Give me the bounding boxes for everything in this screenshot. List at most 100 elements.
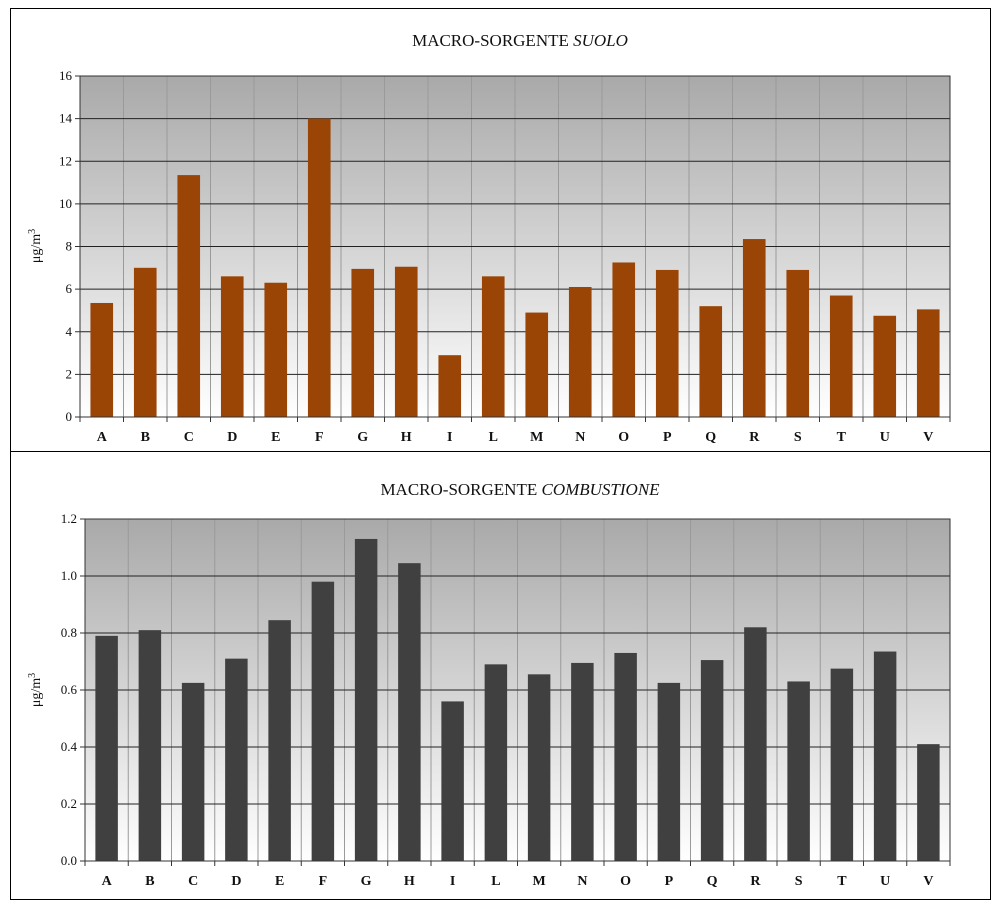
bar-O bbox=[614, 652, 637, 861]
x-tick-label: N bbox=[577, 874, 587, 889]
y-tick-label: 0.8 bbox=[61, 625, 77, 640]
bar-H bbox=[394, 266, 418, 417]
bar-V bbox=[917, 744, 940, 861]
x-tick-label: A bbox=[97, 430, 108, 445]
x-tick-label: T bbox=[837, 874, 847, 889]
x-tick-label: I bbox=[447, 430, 452, 445]
bar-V bbox=[916, 309, 940, 417]
chart-title-text: MACRO-SORGENTE bbox=[380, 480, 541, 499]
y-axis-title: μg/m3 bbox=[27, 229, 44, 263]
bar-B bbox=[133, 267, 157, 417]
x-tick-label: E bbox=[275, 874, 284, 889]
chart-panel-suolo: MACRO-SORGENTE SUOLO μg/m3 0 2 4 6 8 10 12 14 16… bbox=[10, 8, 991, 452]
bar-H bbox=[398, 563, 421, 861]
x-tick-label: G bbox=[361, 874, 372, 889]
x-tick-label: T bbox=[837, 430, 847, 445]
y-tick-label: 2 bbox=[66, 366, 73, 381]
y-tick-label: 6 bbox=[66, 281, 73, 296]
x-tick-label: E bbox=[271, 430, 280, 445]
x-tick-label: N bbox=[575, 430, 585, 445]
y-tick-label: 10 bbox=[59, 196, 72, 211]
y-axis-title-sup: 3 bbox=[27, 673, 38, 678]
x-tick-label: S bbox=[794, 430, 802, 445]
bar-N bbox=[568, 286, 592, 417]
x-tick-label: O bbox=[620, 874, 631, 889]
x-tick-label: B bbox=[145, 874, 154, 889]
y-tick-label: 0.2 bbox=[61, 796, 77, 811]
y-tick-label: 16 bbox=[59, 68, 73, 83]
bar-A bbox=[90, 302, 114, 417]
bar-M bbox=[525, 312, 549, 417]
x-tick-label: O bbox=[618, 430, 629, 445]
y-axis-title-text: μg/m bbox=[29, 234, 44, 263]
x-tick-label: C bbox=[188, 874, 198, 889]
x-tick-label: H bbox=[401, 430, 412, 445]
x-tick-label: F bbox=[315, 430, 324, 445]
chart-panel-combustione: MACRO-SORGENTE COMBUSTIONE μg/m3 0.00.20… bbox=[10, 451, 991, 900]
bar-P bbox=[657, 682, 681, 861]
bar-C bbox=[181, 682, 205, 861]
x-tick-label: I bbox=[450, 874, 455, 889]
y-tick-label: 12 bbox=[59, 153, 72, 168]
bar-M bbox=[527, 674, 551, 861]
bar-Q bbox=[699, 306, 723, 417]
x-tick-label: P bbox=[663, 430, 672, 445]
x-tick-label: B bbox=[141, 430, 150, 445]
bar-R bbox=[744, 627, 767, 861]
bar-A bbox=[95, 635, 118, 861]
y-axis-title-sup: 3 bbox=[27, 229, 38, 234]
bar-L bbox=[481, 276, 505, 417]
bar-F bbox=[311, 581, 335, 861]
y-tick-label: 8 bbox=[66, 239, 73, 254]
bar-I bbox=[441, 701, 464, 861]
bar-L bbox=[484, 664, 508, 861]
plot-area: 0.0 0.2 0.4 0.6 0.8 1.0 1.2 A B C D E F G H I L M N O P Q R S T U… bbox=[61, 511, 951, 889]
x-tick-label: D bbox=[227, 430, 237, 445]
x-tick-label: A bbox=[102, 874, 113, 889]
bar-G bbox=[351, 268, 375, 417]
bar-R bbox=[742, 239, 766, 417]
bar-B bbox=[138, 630, 162, 861]
bar-T bbox=[830, 668, 854, 861]
chart-title: MACRO-SORGENTE SUOLO bbox=[412, 31, 628, 50]
bar-Q bbox=[700, 660, 724, 861]
x-tick-label: P bbox=[665, 874, 674, 889]
bar-C bbox=[177, 175, 201, 417]
bar-S bbox=[786, 269, 810, 417]
x-tick-label: S bbox=[795, 874, 803, 889]
x-tick-label: R bbox=[749, 430, 760, 445]
x-tick-label: D bbox=[231, 874, 241, 889]
bar-P bbox=[655, 269, 679, 417]
y-tick-label: 4 bbox=[66, 324, 73, 339]
bar-U bbox=[873, 651, 897, 861]
bar-N bbox=[571, 662, 594, 861]
chart-title-italic: SUOLO bbox=[573, 31, 628, 50]
bar-E bbox=[268, 620, 291, 861]
x-tick-label: Q bbox=[705, 430, 716, 445]
x-tick-label: U bbox=[880, 430, 890, 445]
bar-I bbox=[438, 355, 462, 417]
y-axis-title: μg/m3 bbox=[27, 673, 44, 707]
chart-title-italic: COMBUSTIONE bbox=[541, 480, 660, 499]
x-tick-label: R bbox=[750, 874, 761, 889]
bar-O bbox=[612, 262, 636, 417]
x-tick-label: U bbox=[880, 874, 890, 889]
y-tick-label: 1.2 bbox=[61, 511, 77, 526]
y-tick-label: 1.0 bbox=[61, 568, 77, 583]
x-tick-label: V bbox=[923, 430, 933, 445]
x-tick-label: M bbox=[533, 874, 546, 889]
plot-area: 0 2 4 6 8 10 12 14 16 A B C D E F G H I L M N O P Q R S T U V bbox=[59, 68, 951, 445]
bar-T bbox=[829, 295, 853, 417]
y-tick-label: 0.6 bbox=[61, 682, 78, 697]
x-tick-label: V bbox=[923, 874, 933, 889]
y-axis-title-text: μg/m bbox=[29, 678, 44, 707]
bar-G bbox=[354, 538, 378, 861]
bar-E bbox=[264, 282, 288, 417]
y-tick-label: 14 bbox=[59, 111, 73, 126]
y-tick-label: 0 bbox=[66, 409, 73, 424]
y-tick-label: 0.4 bbox=[61, 739, 78, 754]
bar-S bbox=[787, 681, 810, 861]
x-tick-label: C bbox=[184, 430, 194, 445]
x-tick-label: G bbox=[357, 430, 368, 445]
